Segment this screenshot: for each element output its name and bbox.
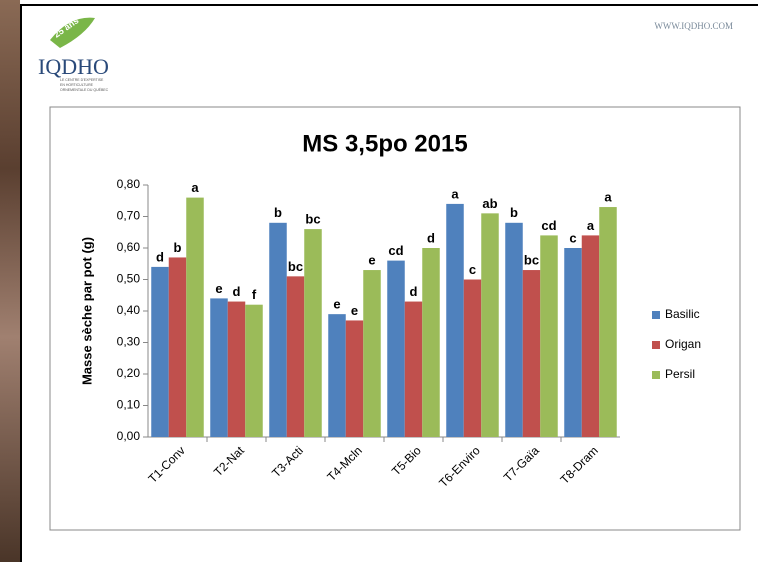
tagline: ORNEMENTALE DU QUÉBEC [60, 87, 109, 92]
significance-letter: d [156, 249, 164, 264]
significance-letter: bc [305, 212, 320, 227]
significance-letter: e [368, 252, 375, 267]
y-tick-label: 0,60 [117, 240, 141, 254]
significance-letter: bc [288, 259, 303, 274]
y-axis-label: Masse sèche par pot (g) [79, 237, 94, 385]
y-tick-label: 0,70 [117, 209, 141, 223]
bar [387, 260, 405, 437]
significance-letter: c [569, 230, 576, 245]
y-tick-label: 0,40 [117, 303, 141, 317]
significance-letter: a [587, 218, 595, 233]
y-tick-label: 0,20 [117, 366, 141, 380]
legend-swatch [652, 371, 660, 379]
legend-label: Basilic [665, 307, 700, 321]
significance-letter: e [215, 281, 222, 296]
bar [581, 235, 600, 437]
significance-letter: cd [541, 218, 556, 233]
logo-text: IQDHO [38, 54, 109, 79]
y-tick-label: 0,80 [117, 177, 141, 191]
tagline: LE CENTRE D'EXPERTISE [60, 78, 104, 82]
bar [422, 248, 440, 437]
bar [446, 203, 464, 437]
legend-swatch [652, 311, 660, 319]
chart-title: MS 3,5po 2015 [302, 130, 467, 157]
bar [186, 197, 204, 437]
significance-letter: d [427, 230, 435, 245]
logo-leaf [50, 17, 95, 48]
significance-letter: e [351, 303, 358, 318]
significance-letter: b [510, 205, 518, 220]
significance-letter: d [410, 284, 418, 299]
significance-letter: d [233, 284, 241, 299]
significance-letter: a [191, 180, 199, 195]
bar [481, 213, 499, 437]
legend-label: Persil [665, 367, 695, 381]
bar [505, 222, 523, 437]
y-tick-label: 0,50 [117, 272, 141, 286]
bar [269, 222, 287, 437]
significance-letter: c [469, 262, 476, 277]
website: WWW.IQDHO.COM [654, 21, 733, 31]
bar [151, 266, 169, 437]
bar [404, 301, 423, 437]
bar [540, 235, 558, 437]
bar [564, 248, 582, 437]
bar [227, 301, 246, 437]
y-tick-label: 0,00 [117, 429, 141, 443]
bar [599, 207, 617, 437]
bar [363, 270, 381, 437]
bar [245, 304, 263, 437]
significance-letter: a [451, 186, 459, 201]
significance-letter: cd [388, 243, 403, 258]
bar [522, 270, 541, 437]
bar [345, 320, 364, 437]
bar [210, 298, 228, 437]
tagline: EN HORTICULTURE [60, 83, 94, 87]
significance-letter: e [333, 297, 340, 312]
y-tick-label: 0,10 [117, 398, 141, 412]
significance-letter: ab [482, 196, 497, 211]
y-tick-label: 0,30 [117, 335, 141, 349]
bar [168, 257, 187, 437]
side-strip [0, 0, 20, 562]
significance-letter: bc [524, 252, 539, 267]
significance-letter: f [252, 287, 257, 302]
significance-letter: b [274, 205, 282, 220]
legend-label: Origan [665, 337, 701, 351]
bar [286, 276, 305, 437]
bar [463, 279, 482, 437]
bar [328, 314, 346, 437]
significance-letter: a [604, 189, 612, 204]
legend-swatch [652, 341, 660, 349]
bar [304, 229, 322, 437]
significance-letter: b [174, 240, 182, 255]
